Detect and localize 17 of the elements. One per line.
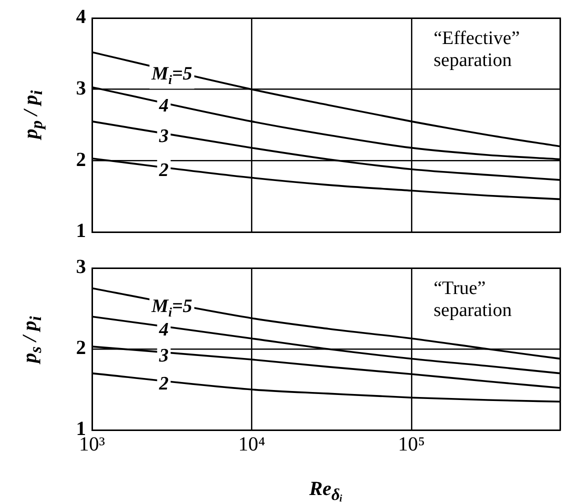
x-tick-label: 10⁵ [398,433,426,456]
x-tick-label: 10⁴ [238,433,266,456]
series-label: 3 [158,345,169,366]
y-tick-label: 1 [76,220,86,242]
annotation: “Effective” separation [434,28,520,72]
y-tick-label: 3 [76,256,86,278]
annotation: “True” separation [434,278,512,322]
series-label: 4 [158,96,169,117]
series-label: 2 [158,373,170,394]
y-tick-label: 4 [76,6,86,28]
series-label: 2 [158,160,170,182]
y-tick-label: 2 [76,337,86,360]
x-axis-title: Re$_{δᵢ}$ [309,478,343,504]
y-tick-label: 2 [76,148,86,171]
series-label: 4 [158,319,169,340]
y-tick-label: 3 [76,78,86,100]
series-label: 3 [158,126,169,148]
